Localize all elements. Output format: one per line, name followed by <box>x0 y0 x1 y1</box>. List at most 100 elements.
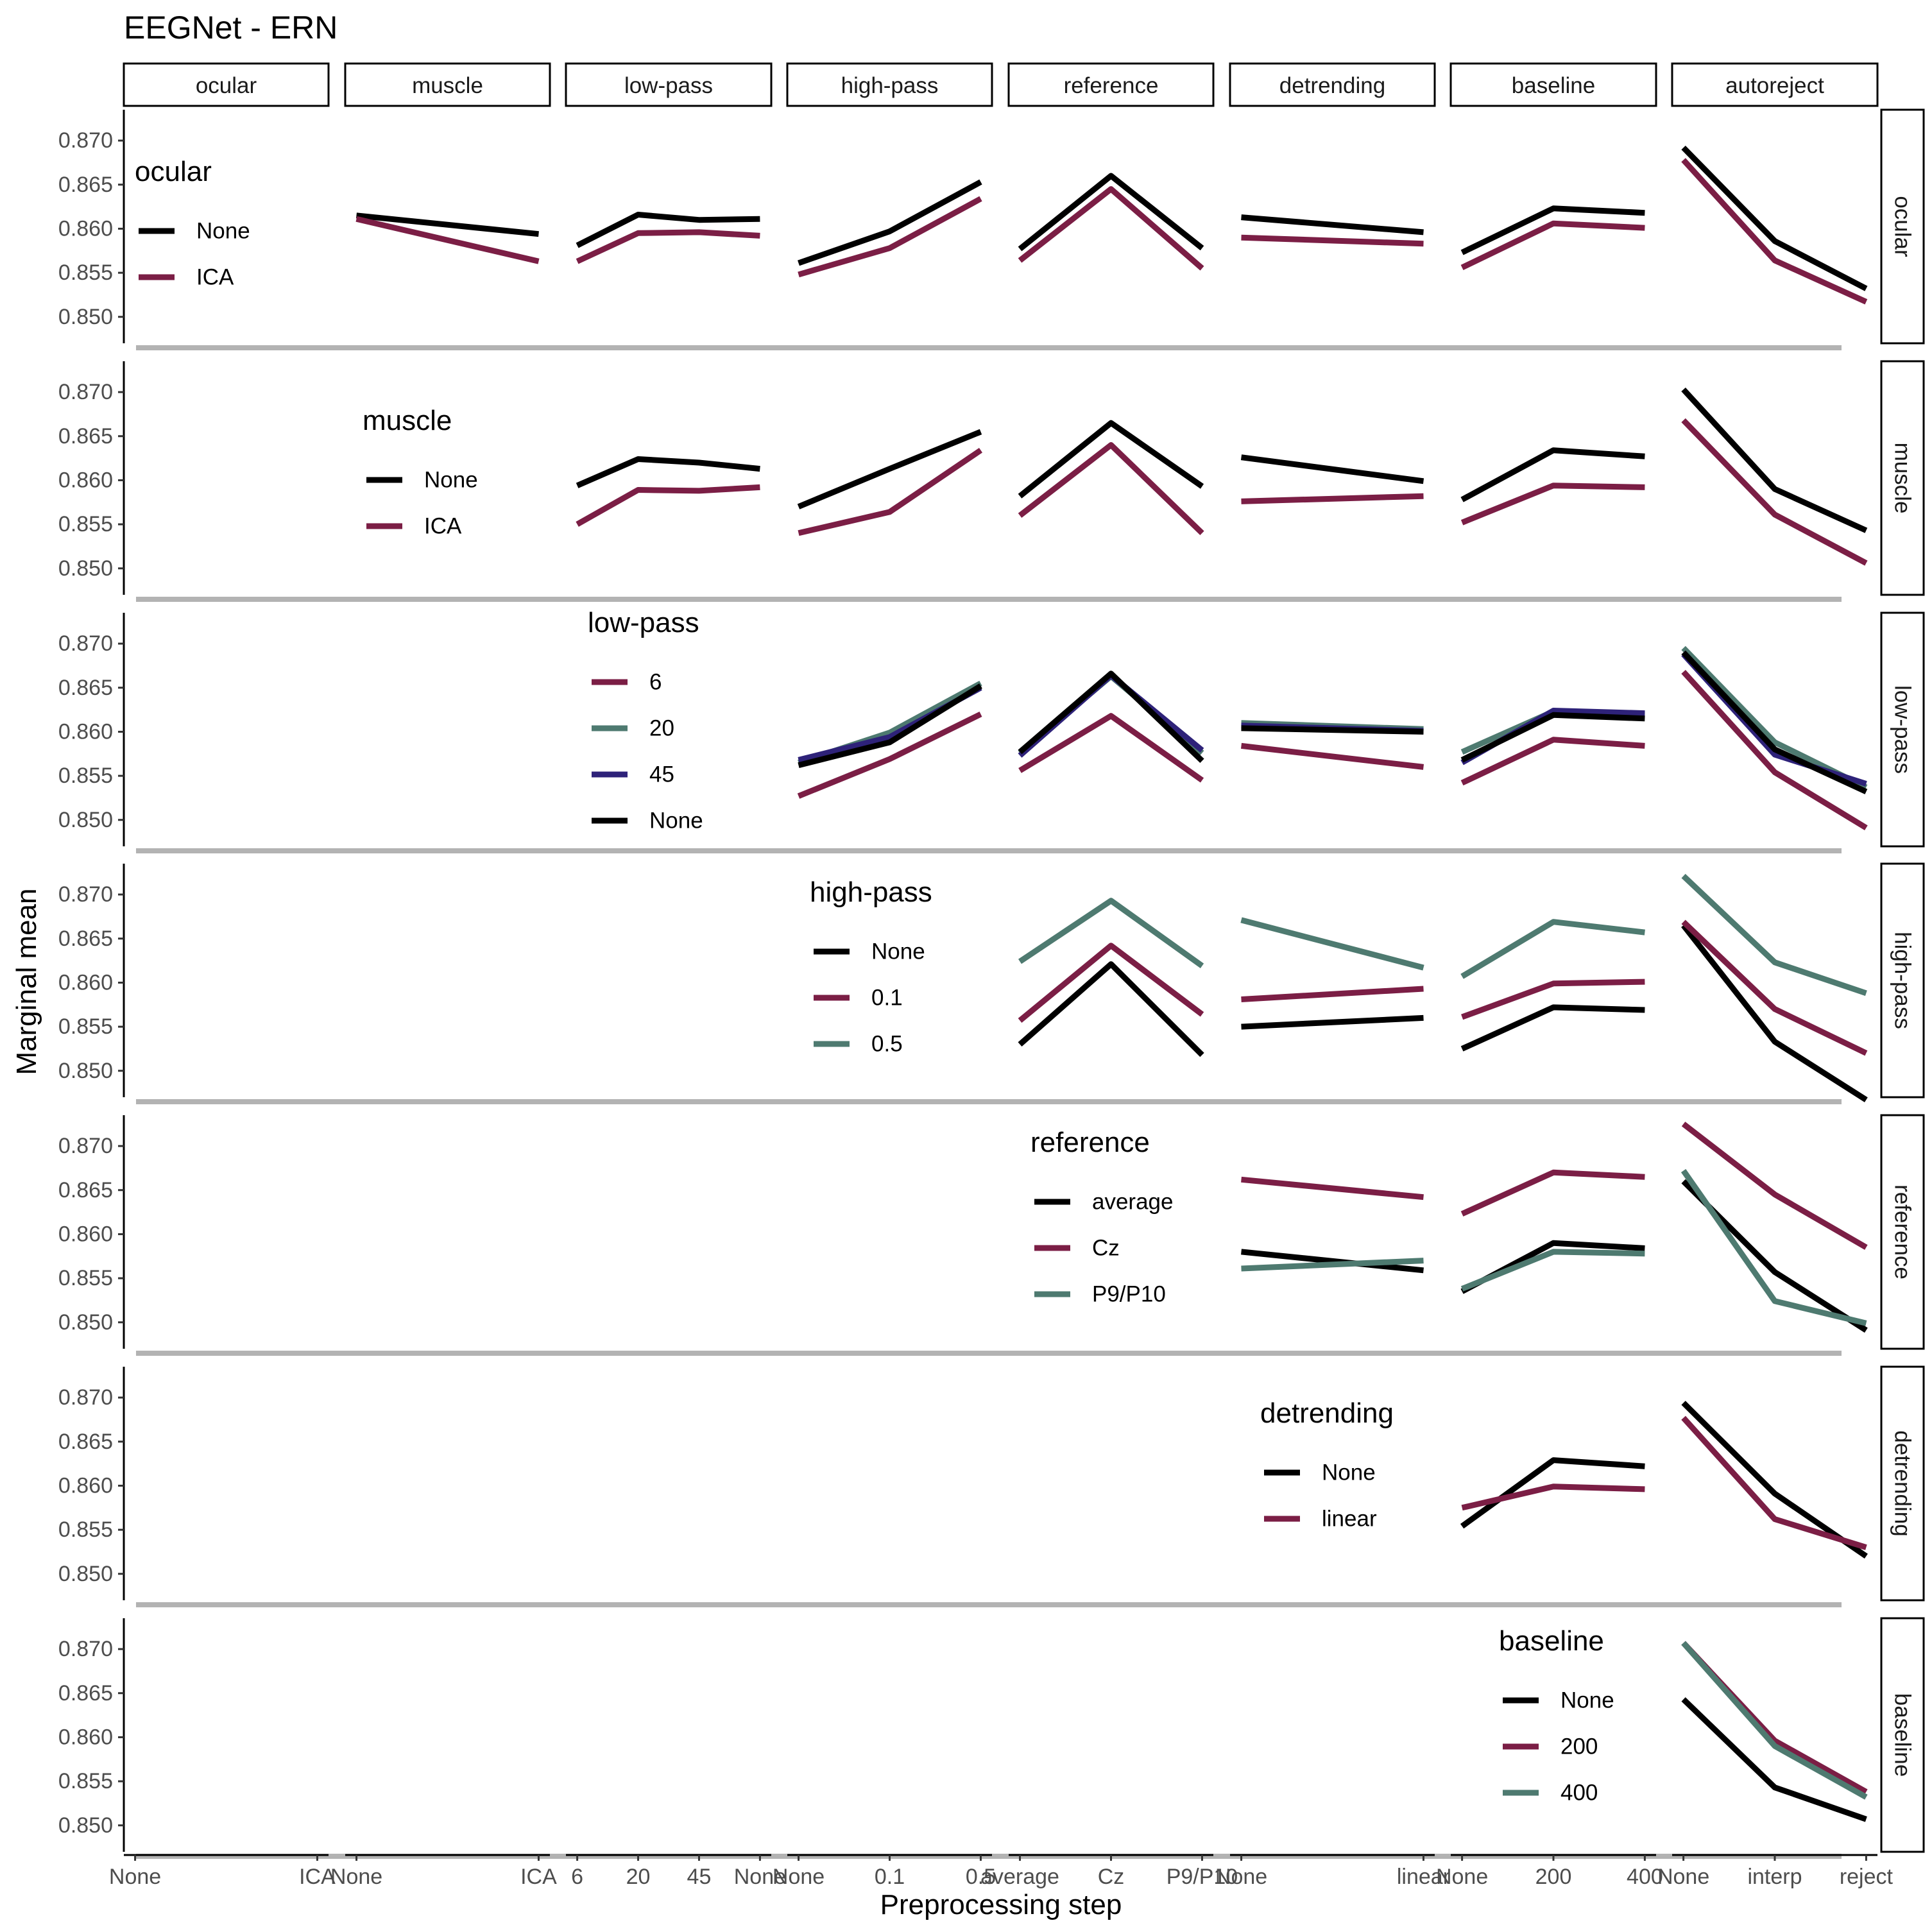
series-line-ocular-none-in-low-pass <box>576 212 760 248</box>
series-line-high-pass-0-5-in-reference <box>1018 898 1204 968</box>
x-tick-label: None <box>330 1865 382 1889</box>
legend-title: low-pass <box>588 607 699 638</box>
series-line-ocular-none-in-detrending <box>1241 214 1424 235</box>
x-tick-label: None <box>1436 1865 1488 1889</box>
series-line-muscle-ica-in-detrending <box>1241 493 1424 504</box>
series-line-baseline-400-in-autoreject <box>1681 1641 1868 1800</box>
axes: 0.870 0.865 0.860 0.855 0.850 0.870 0.865 0.860… <box>58 110 1894 1889</box>
series-line-high-pass-0-1-in-baseline <box>1461 979 1645 1020</box>
x-tick-label: 0.5 <box>966 1865 996 1889</box>
x-axis-reference: average Cz P9/P10 <box>980 1854 1238 1889</box>
legend-title: detrending <box>1260 1398 1394 1429</box>
series-line-muscle-none-in-reference <box>1018 420 1204 499</box>
row-strip-box <box>1880 360 1925 596</box>
series-line-high-pass-0-1-in-autoreject <box>1681 919 1868 1056</box>
x-tick-label: P9/P10 <box>1167 1865 1238 1889</box>
legend-label-cz: Cz <box>1092 1236 1120 1261</box>
series-line-ocular-none-in-reference <box>1018 173 1204 252</box>
y-tick-label: 0.865 <box>58 173 113 197</box>
column-strip-label: low-pass <box>624 73 713 98</box>
x-axis-detrending: None linear <box>1215 1854 1450 1889</box>
x-tick-label: None <box>1657 1865 1709 1889</box>
series-line-high-pass-none-in-autoreject <box>1681 923 1868 1102</box>
x-tick-label: None <box>773 1865 825 1889</box>
column-strip-detrending: detrending <box>1229 62 1436 107</box>
series-line-muscle-ica-in-baseline <box>1460 483 1645 526</box>
legend-high-pass: high-pass None 0.1 0.5 <box>810 876 932 1057</box>
column-strip-high-pass: high-pass <box>786 62 993 107</box>
row-strip-baseline: baseline <box>1880 1617 1925 1853</box>
row-strip-box <box>1880 611 1925 848</box>
series-line-reference-cz-in-autoreject <box>1681 1122 1868 1250</box>
x-tick-label: ICA <box>299 1865 336 1889</box>
series-line-ocular-ica-in-high-pass <box>798 196 982 278</box>
series-line-reference-p9-p10-in-autoreject <box>1680 1168 1867 1326</box>
y-tick-label: 0.850 <box>58 1310 113 1335</box>
y-axis-high-pass: 0.870 0.865 0.860 0.855 0.850 <box>58 864 1842 1104</box>
row-strip-box <box>1880 1617 1925 1853</box>
column-strip-box <box>1007 62 1215 107</box>
y-tick-label: 0.870 <box>58 1385 113 1410</box>
row-strip-high-pass: high-pass <box>1880 862 1925 1099</box>
x-axis-high-pass: None 0.1 0.5 <box>773 1854 996 1889</box>
series-line-baseline-200-in-autoreject <box>1681 1641 1868 1795</box>
series-line-reference-p9-p10-in-baseline <box>1460 1249 1645 1292</box>
column-strip-label: muscle <box>412 73 483 98</box>
legend-reference: reference average Cz P9/P10 <box>1030 1127 1173 1307</box>
row-panel-baseline <box>1681 1641 1868 1822</box>
column-strip-box <box>1229 62 1436 107</box>
y-tick-label: 0.865 <box>58 927 113 951</box>
column-strip-label: baseline <box>1512 73 1595 98</box>
series-line-low-pass-none-in-autoreject <box>1681 650 1868 794</box>
series-line-high-pass-0-1-in-detrending <box>1241 986 1424 1002</box>
x-axis-muscle: None ICA <box>330 1854 557 1889</box>
row-strip-detrending: detrending <box>1880 1365 1925 1602</box>
legend-label-none: None <box>871 939 925 964</box>
series-line-high-pass-none-in-baseline <box>1460 1004 1645 1052</box>
series-line-high-pass-0-5-in-baseline <box>1460 919 1645 979</box>
series-line-reference-cz-in-detrending <box>1241 1176 1424 1201</box>
column-strip-muscle: muscle <box>344 62 551 107</box>
column-strip-ocular: ocular <box>123 62 330 107</box>
y-tick-label: 0.865 <box>58 1430 113 1454</box>
series-line-ocular-ica-in-autoreject <box>1681 158 1868 305</box>
column-strip-baseline: baseline <box>1449 62 1657 107</box>
row-strip-label: low-pass <box>1890 685 1915 774</box>
x-tick-label: 400 <box>1627 1865 1663 1889</box>
x-tick-label: None <box>1215 1865 1267 1889</box>
series-line-muscle-ica-in-high-pass <box>798 447 983 536</box>
legend-title: ocular <box>135 156 212 187</box>
legends: ocular None ICA muscle None ICA low-pass 6 20 45 N… <box>135 156 1614 1806</box>
series-line-baseline-none-in-autoreject <box>1681 1697 1867 1822</box>
series-line-detrending-none-in-autoreject <box>1681 1401 1868 1559</box>
y-tick-label: 0.855 <box>58 1266 113 1290</box>
legend-title: muscle <box>363 405 452 436</box>
row-panel-ocular <box>355 145 1868 305</box>
x-axis-autoreject: None interp reject <box>1657 1854 1894 1889</box>
y-axis-low-pass: 0.870 0.865 0.860 0.855 0.850 <box>58 613 1842 853</box>
row-strip-label: muscle <box>1890 443 1915 514</box>
legend-ocular: ocular None ICA <box>135 156 250 290</box>
x-tick-label: ICA <box>520 1865 557 1889</box>
row-strips: ocular muscle low-pass high-pass reference de… <box>1880 108 1925 1853</box>
column-strip-box <box>1671 62 1879 107</box>
column-strip-label: reference <box>1064 73 1159 98</box>
series-line-ocular-none-in-autoreject <box>1681 145 1868 291</box>
series-line-reference-p9-p10-in-detrending <box>1241 1258 1424 1272</box>
series-line-ocular-ica-in-reference <box>1018 186 1204 271</box>
series-line-muscle-none-in-detrending <box>1240 454 1424 484</box>
legend-muscle: muscle None ICA <box>363 405 478 539</box>
series-line-muscle-ica-in-low-pass <box>576 484 760 527</box>
row-strip-label: high-pass <box>1890 932 1915 1029</box>
y-tick-label: 0.870 <box>58 1134 113 1158</box>
y-tick-label: 0.850 <box>58 808 113 832</box>
column-strip-label: ocular <box>196 73 257 98</box>
y-tick-label: 0.865 <box>58 676 113 700</box>
column-strip-low-pass: low-pass <box>565 62 773 107</box>
column-strip-box <box>1449 62 1657 107</box>
legend-label-none: None <box>649 808 703 833</box>
x-tick-label: 200 <box>1535 1865 1572 1889</box>
legend-label-0-1: 0.1 <box>871 986 903 1011</box>
